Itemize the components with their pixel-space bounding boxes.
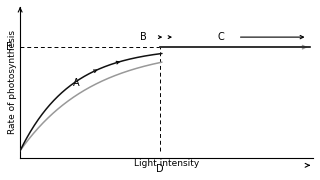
Text: B: B [140, 32, 146, 42]
Text: C: C [218, 32, 224, 42]
Text: E: E [6, 42, 12, 52]
Text: A: A [73, 78, 79, 88]
Text: D: D [156, 163, 164, 174]
Y-axis label: Rate of photosynthesis: Rate of photosynthesis [8, 30, 17, 134]
X-axis label: Light intensity: Light intensity [134, 159, 199, 168]
